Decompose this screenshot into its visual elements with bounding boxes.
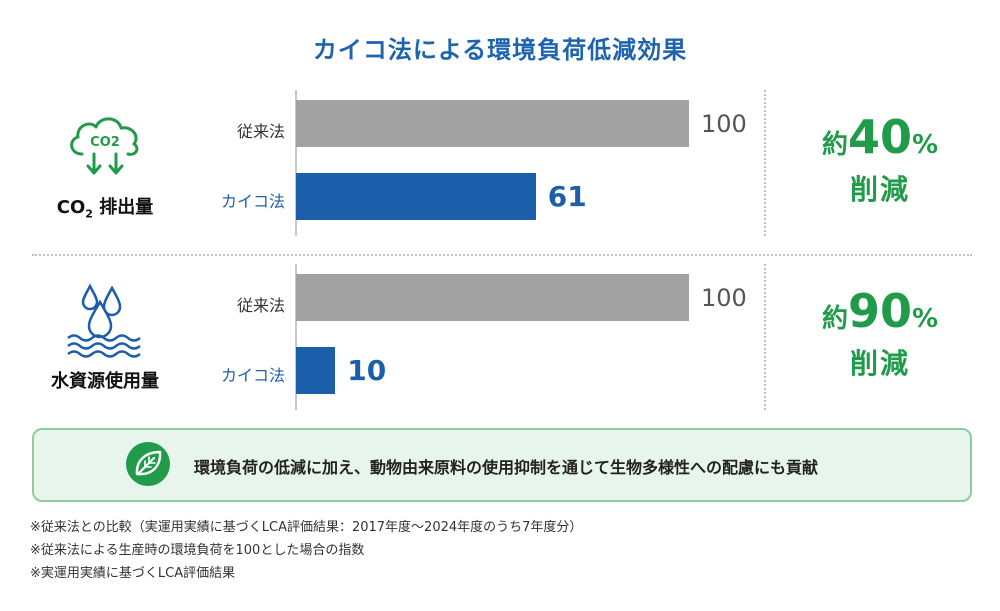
biodiversity-banner: 環境負荷の低減に加え、動物由来原料の使用抑制を通じて生物多様性への配慮にも貢献 — [32, 428, 972, 502]
water-chart-axis — [295, 264, 297, 410]
co2-value-conventional: 100 — [701, 110, 747, 138]
water-category-label-kaiko: カイコ法 — [220, 366, 285, 385]
footnotes: ※従来法との比較（実運用実績に基づくLCA評価結果：2017年度〜2024年度の… — [30, 516, 582, 585]
footnote-1: ※従来法との比較（実運用実績に基づくLCA評価結果：2017年度〜2024年度の… — [30, 520, 583, 535]
co2-chart-axis — [295, 90, 297, 236]
water-value-conventional: 100 — [701, 284, 747, 312]
co2-divider — [764, 90, 766, 236]
water-panel: 水資源使用量 従来法 カイコ法 100 10 約90% 削減 — [0, 262, 1000, 427]
water-metric-label: 水資源使用量 — [51, 371, 159, 392]
co2-cloud-icon: CO2 — [70, 117, 139, 175]
water-bar-kaiko — [296, 347, 336, 394]
co2-bar-conventional — [296, 100, 689, 147]
water-reduction-pct: 90 — [847, 284, 912, 338]
panel-divider — [32, 254, 972, 256]
water-category-label-conventional: 従来法 — [236, 296, 285, 315]
co2-value-kaiko: 61 — [547, 180, 587, 213]
footnote-2: ※従来法による生産時の環境負荷を100とした場合の指数 — [30, 543, 365, 558]
banner-text: 環境負荷の低減に加え、動物由来原料の使用抑制を通じて生物多様性への配慮にも貢献 — [194, 458, 819, 477]
water-reduction-word: 削減 — [849, 347, 910, 380]
water-drops-icon — [67, 283, 141, 358]
water-divider — [764, 264, 766, 410]
co2-bar-kaiko — [296, 173, 536, 220]
co2-panel: CO2 CO2 排出量 従来法 カイコ法 100 61 約40% 削減 — [0, 88, 1000, 253]
co2-metric-label: CO2 排出量 — [56, 197, 154, 221]
co2-reduction-word: 削減 — [849, 173, 910, 206]
co2-category-label-conventional: 従来法 — [236, 122, 285, 141]
chart-title: カイコ法による環境負荷低減効果 — [312, 36, 688, 64]
co2-reduction-badge: 約40% 削減 — [770, 110, 990, 208]
water-reduction-badge: 約90% 削減 — [770, 284, 990, 382]
co2-icon-text: CO2 — [90, 135, 120, 150]
co2-reduction-pct: 40 — [847, 110, 912, 164]
leaf-icon — [126, 442, 170, 486]
water-value-kaiko: 10 — [347, 354, 387, 387]
footnote-3: ※実運用実績に基づくLCA評価結果 — [30, 566, 236, 581]
co2-category-label-kaiko: カイコ法 — [220, 192, 285, 211]
water-bar-conventional — [296, 274, 689, 321]
